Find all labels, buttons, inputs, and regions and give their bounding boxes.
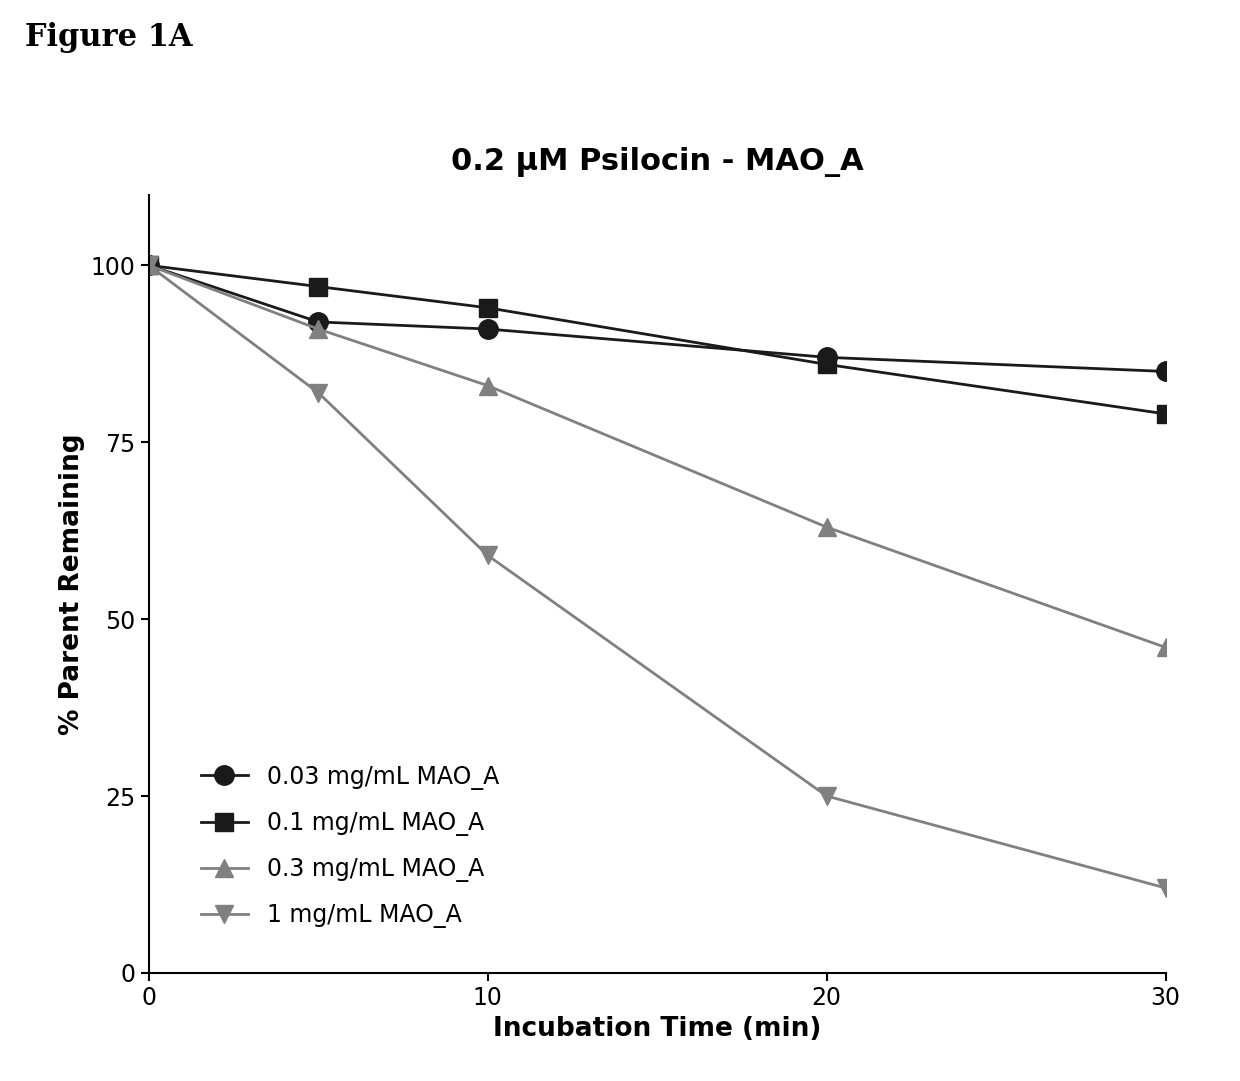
0.03 mg/mL MAO_A xyxy=(480,322,495,335)
0.3 mg/mL MAO_A xyxy=(820,521,835,534)
0.03 mg/mL MAO_A xyxy=(141,258,156,271)
0.3 mg/mL MAO_A xyxy=(1158,641,1173,654)
Text: Figure 1A: Figure 1A xyxy=(25,22,192,53)
0.03 mg/mL MAO_A xyxy=(820,351,835,364)
Title: 0.2 μM Psilocin - MAO_A: 0.2 μM Psilocin - MAO_A xyxy=(451,147,863,176)
Y-axis label: % Parent Remaining: % Parent Remaining xyxy=(60,432,86,735)
Line: 0.03 mg/mL MAO_A: 0.03 mg/mL MAO_A xyxy=(139,255,1176,382)
X-axis label: Incubation Time (min): Incubation Time (min) xyxy=(494,1016,821,1042)
0.3 mg/mL MAO_A xyxy=(480,379,495,392)
0.1 mg/mL MAO_A xyxy=(480,302,495,315)
1 mg/mL MAO_A xyxy=(480,549,495,562)
Line: 1 mg/mL MAO_A: 1 mg/mL MAO_A xyxy=(140,256,1174,897)
Legend: 0.03 mg/mL MAO_A, 0.1 mg/mL MAO_A, 0.3 mg/mL MAO_A, 1 mg/mL MAO_A: 0.03 mg/mL MAO_A, 0.1 mg/mL MAO_A, 0.3 m… xyxy=(191,756,508,937)
0.3 mg/mL MAO_A xyxy=(311,322,326,335)
Line: 0.1 mg/mL MAO_A: 0.1 mg/mL MAO_A xyxy=(140,256,1174,423)
1 mg/mL MAO_A xyxy=(311,386,326,399)
0.1 mg/mL MAO_A xyxy=(311,280,326,293)
0.1 mg/mL MAO_A xyxy=(1158,408,1173,421)
0.03 mg/mL MAO_A xyxy=(311,316,326,329)
0.1 mg/mL MAO_A xyxy=(820,358,835,371)
1 mg/mL MAO_A xyxy=(820,789,835,802)
1 mg/mL MAO_A xyxy=(141,258,156,271)
0.3 mg/mL MAO_A xyxy=(141,258,156,271)
0.03 mg/mL MAO_A xyxy=(1158,365,1173,378)
0.1 mg/mL MAO_A xyxy=(141,258,156,271)
1 mg/mL MAO_A xyxy=(1158,881,1173,894)
Line: 0.3 mg/mL MAO_A: 0.3 mg/mL MAO_A xyxy=(140,256,1174,656)
